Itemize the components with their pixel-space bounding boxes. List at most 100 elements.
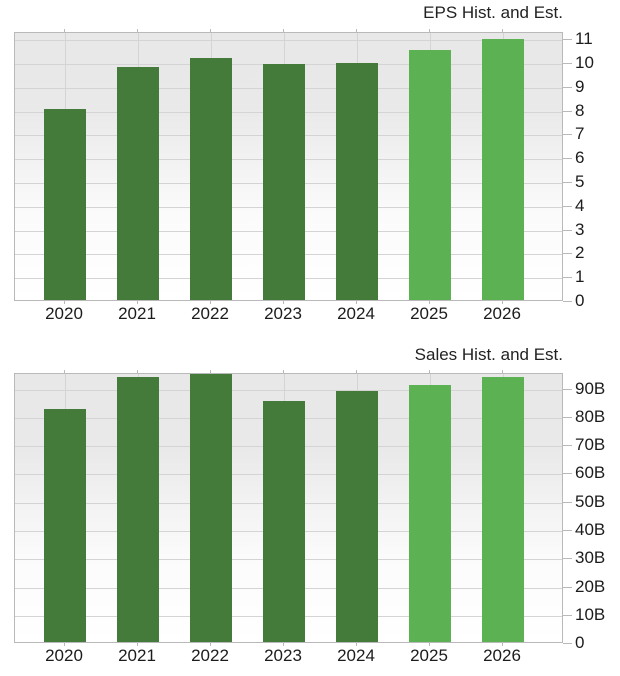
axis-tick-mark: [429, 29, 430, 32]
y-axis-tick-mark: [563, 558, 572, 560]
y-axis-tick-mark: [563, 158, 572, 160]
horizontal-gridline: [15, 389, 562, 391]
x-axis-year-label: 2020: [45, 646, 83, 665]
y-axis-tick-label: 70B: [575, 435, 606, 455]
bar-2025: [409, 50, 451, 300]
sales-chart-title: Sales Hist. and Est.: [414, 345, 563, 364]
bar-2026: [482, 377, 524, 642]
y-axis-tick-label: 90B: [575, 378, 606, 398]
axis-tick-mark: [137, 370, 138, 373]
axis-tick-mark: [283, 301, 284, 304]
y-axis-tick-label: 2: [575, 243, 585, 263]
x-axis-year-label: 2024: [337, 646, 375, 665]
axis-tick-mark: [137, 643, 138, 646]
y-axis-tick-mark: [563, 110, 572, 112]
bar-2024: [336, 63, 378, 300]
axis-tick-mark: [356, 370, 357, 373]
axis-tick-mark: [64, 643, 65, 646]
x-axis-year-label: 2022: [191, 304, 229, 323]
x-axis-year-label: 2025: [410, 304, 448, 323]
x-axis-year-label: 2024: [337, 304, 375, 323]
bar-2023: [263, 401, 305, 642]
y-axis-tick-mark: [563, 529, 572, 531]
y-axis-tick-mark: [563, 229, 572, 231]
x-axis-year-label: 2023: [264, 304, 302, 323]
y-axis-tick-label: 8: [575, 100, 585, 120]
y-axis-tick-label: 3: [575, 219, 585, 239]
axis-tick-mark: [502, 370, 503, 373]
axis-tick-mark: [64, 370, 65, 373]
axis-tick-mark: [502, 29, 503, 32]
x-axis-year-label: 2023: [264, 646, 302, 665]
axis-tick-mark: [429, 370, 430, 373]
y-axis-tick-mark: [563, 62, 572, 64]
bar-2022: [190, 373, 232, 642]
y-axis-tick-label: 11: [575, 29, 593, 49]
bar-2022: [190, 58, 232, 300]
y-axis-tick-label: 5: [575, 172, 585, 191]
y-axis-tick-mark: [563, 205, 572, 207]
axis-tick-mark: [429, 301, 430, 304]
axis-tick-mark: [356, 29, 357, 32]
y-axis-tick-label: 0: [575, 633, 585, 652]
y-axis-tick-mark: [563, 182, 572, 183]
y-axis-tick-label: 1: [575, 267, 585, 287]
y-axis-tick-label: 80B: [575, 406, 606, 426]
y-axis-tick-mark: [563, 301, 572, 302]
axis-tick-mark: [210, 29, 211, 32]
bar-2020: [44, 408, 86, 642]
axis-tick-mark: [210, 301, 211, 304]
axis-tick-mark: [210, 643, 211, 646]
y-axis-tick-label: 6: [575, 148, 585, 168]
bar-2024: [336, 390, 378, 642]
axis-tick-mark: [429, 643, 430, 646]
bar-2021: [117, 66, 159, 300]
y-axis-tick-label: 4: [575, 195, 585, 215]
sales-plot-area: [14, 373, 563, 643]
y-axis-tick-mark: [563, 445, 572, 447]
axis-tick-mark: [210, 370, 211, 373]
y-axis-tick-mark: [563, 277, 572, 279]
x-axis-year-label: 2026: [483, 304, 521, 323]
x-axis-year-label: 2026: [483, 646, 521, 665]
y-axis-tick-mark: [563, 501, 572, 503]
y-axis-tick-label: 30B: [575, 548, 606, 568]
x-axis-year-label: 2025: [410, 646, 448, 665]
y-axis-tick-label: 40B: [575, 519, 606, 539]
x-axis-year-label: 2022: [191, 646, 229, 665]
y-axis-tick-label: 0: [575, 291, 585, 310]
bar-2021: [117, 376, 159, 642]
axis-tick-mark: [64, 29, 65, 32]
eps-chart-title: EPS Hist. and Est.: [423, 3, 563, 22]
y-axis-tick-label: 60B: [575, 463, 606, 483]
axis-tick-mark: [137, 29, 138, 32]
bar-2025: [409, 385, 451, 642]
x-axis-year-label: 2021: [118, 304, 156, 323]
y-axis-tick-label: 9: [575, 76, 585, 96]
y-axis-tick-label: 7: [575, 124, 585, 144]
x-axis-year-label: 2021: [118, 646, 156, 665]
y-axis-tick-mark: [563, 253, 572, 255]
bar-2020: [44, 108, 86, 300]
y-axis-tick-label: 10: [575, 52, 594, 72]
y-axis-tick-label: 10B: [575, 604, 606, 624]
eps-plot-area: [14, 32, 563, 301]
axis-tick-mark: [502, 301, 503, 304]
y-axis-tick-mark: [563, 388, 572, 390]
y-axis-tick-label: 50B: [575, 491, 606, 511]
bar-2023: [263, 64, 305, 300]
axis-tick-mark: [356, 643, 357, 646]
axis-tick-mark: [137, 301, 138, 304]
axis-tick-mark: [283, 29, 284, 32]
axis-tick-mark: [283, 643, 284, 646]
axis-tick-mark: [356, 301, 357, 304]
y-axis-tick-mark: [563, 473, 572, 475]
y-axis-tick-mark: [563, 643, 572, 644]
bar-2026: [482, 39, 524, 300]
horizontal-gridline: [15, 40, 562, 42]
y-axis-tick-mark: [563, 134, 572, 136]
y-axis-tick-mark: [563, 39, 572, 41]
y-axis-tick-mark: [563, 614, 572, 616]
y-axis-tick-mark: [563, 586, 572, 588]
